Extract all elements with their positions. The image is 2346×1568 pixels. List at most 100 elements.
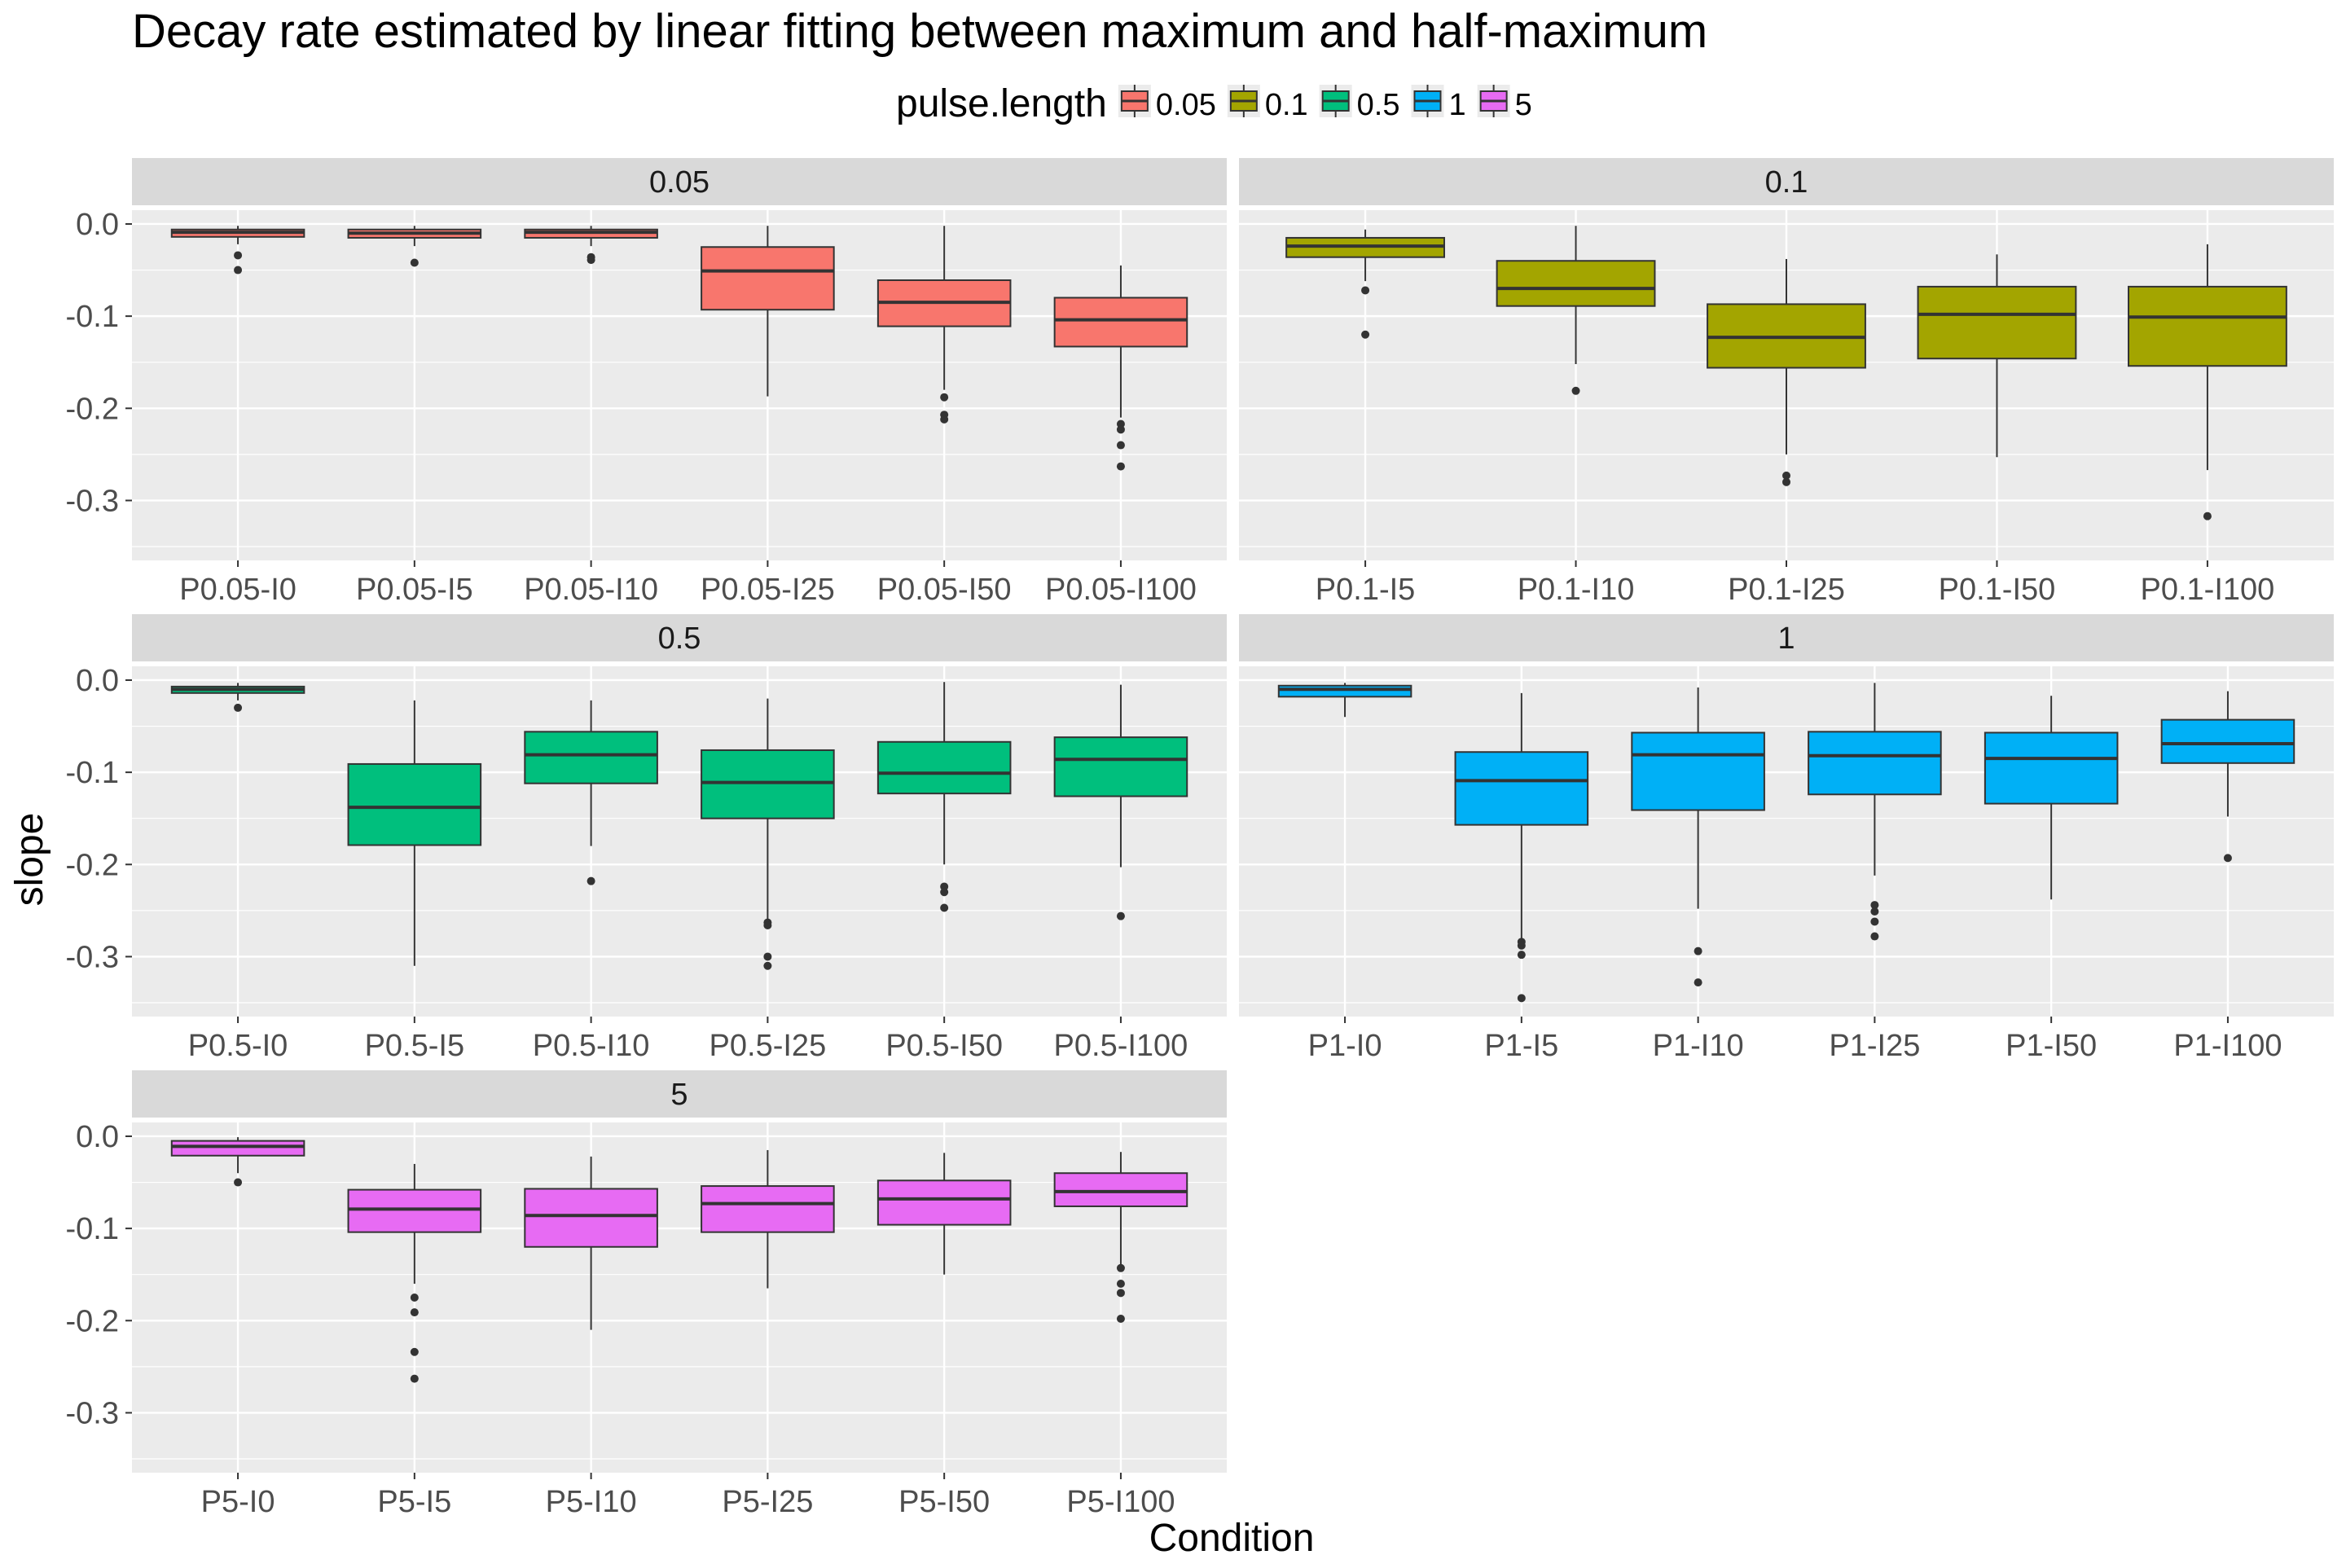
y-tick-label: -0.3 — [66, 1396, 119, 1430]
y-tick-label: -0.2 — [66, 848, 119, 882]
facet-panel: 5 0.0 -0.1 -0.2 -0.3 P5-I0 P5-I5 P5-I10 P5-I25 P5… — [66, 1070, 1227, 1519]
outlier-point — [763, 952, 772, 961]
x-tick-label: P0.05-I10 — [524, 573, 658, 607]
outlier-point — [940, 903, 949, 912]
x-tick-label: P0.05-I100 — [1045, 573, 1197, 607]
x-tick-label: P0.5-I10 — [533, 1029, 650, 1063]
boxplot-group: P0.5-I100 — [1053, 684, 1188, 1063]
facet-strip — [132, 1070, 1227, 1118]
box — [701, 246, 835, 311]
x-tick-label: P5-I5 — [377, 1485, 451, 1519]
box — [347, 762, 482, 846]
legend-label: 0.1 — [1265, 88, 1308, 122]
y-tick-label: -0.3 — [66, 484, 119, 518]
box — [1053, 296, 1188, 348]
y-tick-label: -0.2 — [66, 392, 119, 426]
outlier-point — [1870, 932, 1879, 941]
legend-entry: 5 — [1477, 85, 1532, 122]
legend-entry: 1 — [1411, 85, 1466, 122]
x-tick-label: P1-I10 — [1653, 1029, 1744, 1063]
box — [1917, 285, 2077, 360]
box — [701, 749, 835, 819]
x-tick-label: P0.5-I25 — [710, 1029, 827, 1063]
facet-strip-label: 0.1 — [1765, 165, 1808, 200]
outlier-point — [1116, 1263, 1125, 1272]
boxplot-group: P5-I10 — [524, 1156, 658, 1519]
box — [1496, 260, 1656, 307]
facet-panel: 0.5 0.0 -0.1 -0.2 -0.3 P0.5-I0 P0.5-I5 P0.5-I10… — [66, 614, 1227, 1063]
outlier-point — [1782, 477, 1790, 486]
x-tick-label: P0.1-I100 — [2141, 573, 2275, 607]
boxplot-group: P5-I0 — [170, 1137, 305, 1519]
outlier-point — [1517, 941, 1526, 950]
boxplot-group: P1-I10 — [1631, 687, 1765, 1063]
outlier-point — [586, 876, 595, 885]
boxplot-group: P0.1-I100 — [2128, 244, 2287, 607]
box — [876, 740, 1012, 795]
outlier-point — [234, 1178, 243, 1187]
outlier-point — [1116, 911, 1125, 920]
boxplot-group: P0.05-I100 — [1045, 265, 1197, 607]
panel-background — [132, 1122, 1227, 1473]
panel-background — [1239, 666, 2334, 1017]
outlier-point — [1694, 947, 1702, 955]
facet-panel: 1 P1-I0 P1-I5 P1-I10 P1-I25 P1-I50 P1-I100 — [1239, 614, 2334, 1063]
x-tick-label: P1-I50 — [2006, 1029, 2097, 1063]
box — [524, 1188, 658, 1248]
boxplot-group: P1-I100 — [2160, 691, 2295, 1063]
facet-panel: 0.1 P0.1-I5 P0.1-I10 P0.1-I25 P0.1-I50 P0.1-I… — [1239, 158, 2334, 607]
outlier-point — [763, 961, 772, 970]
x-tick-label: P0.5-I100 — [1054, 1029, 1188, 1063]
box — [1454, 751, 1589, 826]
boxplot-group: P0.1-I50 — [1917, 254, 2077, 607]
outlier-point — [234, 251, 243, 260]
outlier-point — [1116, 1280, 1125, 1289]
outlier-point — [1361, 286, 1370, 295]
x-tick-label: P1-I5 — [1484, 1029, 1558, 1063]
legend: pulse.length 0.05 0.1 0.5 1 5 — [896, 82, 1532, 125]
facet-panel: 0.05 0.0 -0.1 -0.2 -0.3 P0.05-I0 P0.05-I5 P0.05… — [66, 158, 1227, 607]
x-tick-label: P0.05-I5 — [356, 573, 473, 607]
outlier-point — [1870, 901, 1879, 910]
outlier-point — [1870, 917, 1879, 926]
x-tick-label: P5-I10 — [546, 1485, 637, 1519]
x-tick-label: P0.1-I50 — [1939, 573, 2056, 607]
outlier-point — [2223, 854, 2232, 863]
facets: 0.050.0-0.1-0.2-0.3P0.05-I0 P0.05-I5 P0.05… — [66, 158, 2334, 1519]
y-tick-label: -0.2 — [66, 1304, 119, 1338]
box — [1053, 736, 1188, 797]
outlier-point — [1517, 994, 1526, 1003]
box — [347, 1188, 482, 1233]
x-tick-label: P5-I25 — [722, 1485, 813, 1519]
x-tick-label: P5-I0 — [201, 1485, 275, 1519]
legend-entry: 0.5 — [1319, 85, 1400, 122]
boxplot-group: P0.05-I5 — [347, 226, 482, 607]
boxplot-group: P0.05-I25 — [701, 226, 835, 607]
outlier-point — [1116, 1315, 1125, 1324]
boxplot-group: P5-I25 — [701, 1149, 835, 1519]
facet-strip — [1239, 158, 2334, 205]
boxplot-group: P1-I25 — [1808, 683, 1942, 1063]
x-tick-label: P1-I25 — [1829, 1029, 1920, 1063]
outlier-point — [1782, 471, 1790, 480]
y-tick-label: 0.0 — [76, 208, 119, 242]
outlier-point — [1870, 907, 1879, 916]
facet-strip-label: 0.05 — [649, 165, 710, 200]
legend-entries: 0.05 0.1 0.5 1 5 — [1118, 85, 1532, 122]
x-tick-label: P5-I100 — [1066, 1485, 1175, 1519]
legend-label: 5 — [1515, 88, 1532, 122]
chart-title: Decay rate estimated by linear fitting b… — [132, 5, 1707, 58]
facet-strip — [132, 614, 1227, 661]
boxplot-group: P0.5-I50 — [876, 682, 1012, 1063]
legend-title: pulse.length — [896, 82, 1107, 125]
x-tick-label: P1-I100 — [2173, 1029, 2282, 1063]
box — [1631, 731, 1765, 811]
boxplot-group: P5-I5 — [347, 1163, 482, 1519]
outlier-point — [410, 1308, 419, 1317]
boxplot-group: P0.05-I0 — [170, 226, 305, 607]
facet-strip — [1239, 614, 2334, 661]
y-tick-label: 0.0 — [76, 1120, 119, 1154]
outlier-point — [1116, 441, 1125, 450]
